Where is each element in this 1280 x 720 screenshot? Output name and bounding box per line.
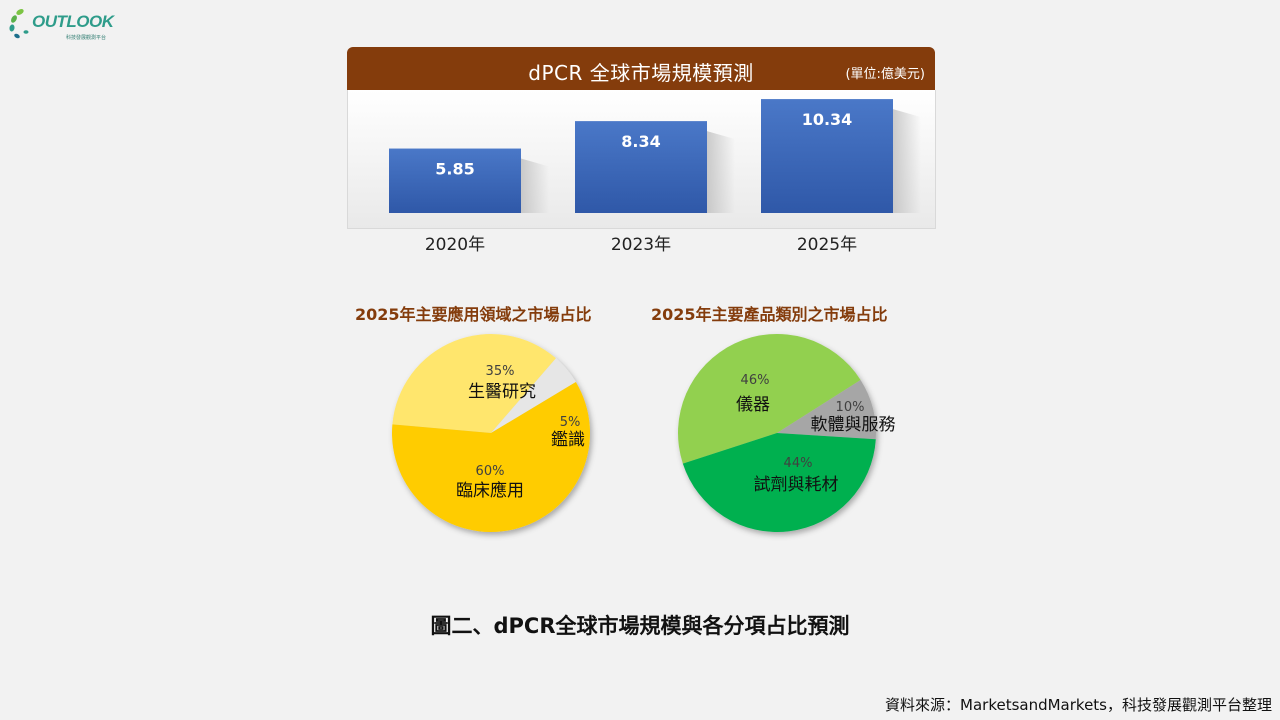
pie-percent-label: 60%: [476, 464, 505, 479]
bar-category-label: 2025年: [797, 235, 857, 255]
pie-category-label: 鑑識: [551, 430, 585, 450]
pie-category-label: 儀器: [736, 395, 770, 415]
pie-category-label: 試劑與耗材: [754, 475, 839, 495]
bar-category-label: 2023年: [611, 235, 671, 255]
bar-2020年: [389, 148, 521, 213]
bar-shadow: [893, 109, 921, 213]
pie-product-chart: 46% 儀器 10%軟體與服務 44% 試劑與耗材: [678, 333, 896, 532]
pie-slice-儀器: [678, 333, 861, 464]
bar-shadow: [707, 131, 735, 213]
pie-slice-生醫研究: [392, 334, 556, 433]
bar-chart-header: dPCR 全球市場規模預測 (單位:億美元): [347, 47, 935, 90]
pie-slice-臨床應用: [392, 382, 590, 532]
bar-category-label: 2020年: [425, 235, 485, 255]
logo-subtext: 科技發展觀測平台: [66, 35, 107, 41]
bar-value-label: 10.34: [802, 110, 853, 129]
pie-percent-label: 10%: [836, 400, 865, 415]
logo-leaves-icon: [9, 9, 29, 39]
bar-shadow: [521, 158, 549, 213]
bar-chart-unit: (單位:億美元): [845, 67, 925, 82]
pie-slice-鑑識: [491, 358, 576, 433]
bar-chart-title: dPCR 全球市場規模預測: [528, 61, 754, 85]
pie-percent-label: 46%: [741, 373, 770, 388]
pie-slice-軟體與服務: [777, 379, 876, 440]
figure-caption: 圖二、dPCR全球市場規模與各分項占比預測: [430, 614, 850, 638]
pie-application-chart: 35% 生醫研究 5%鑑識 60%臨床應用: [392, 334, 590, 532]
bar-chart: 5.85 2020年 8.34 2023年 10.34 2025年: [389, 99, 921, 255]
bar-2025年: [761, 99, 893, 213]
pie-category-label: 軟體與服務: [811, 415, 896, 435]
source-note: 資料來源：MarketsandMarkets，科技發展觀測平台整理: [885, 696, 1272, 714]
pie-category-label: 臨床應用: [456, 480, 524, 501]
logo-text: OUTLOOK: [32, 12, 114, 31]
outlook-logo: OUTLOOK 科技發展觀測平台: [6, 6, 116, 42]
pie-percent-label: 44%: [784, 456, 813, 471]
pie-category-label: 生醫研究: [468, 382, 536, 402]
pie-percent-label: 35%: [486, 364, 515, 379]
pie-product-title: 2025年主要產品類別之市場占比: [651, 305, 888, 324]
pie-application-title: 2025年主要應用領域之市場占比: [355, 305, 592, 324]
pie-percent-label: 5%: [560, 415, 581, 430]
bar-2023年: [575, 121, 707, 213]
bar-value-label: 8.34: [621, 132, 660, 151]
pie-slice-試劑與耗材: [682, 433, 876, 532]
bar-value-label: 5.85: [435, 160, 474, 179]
